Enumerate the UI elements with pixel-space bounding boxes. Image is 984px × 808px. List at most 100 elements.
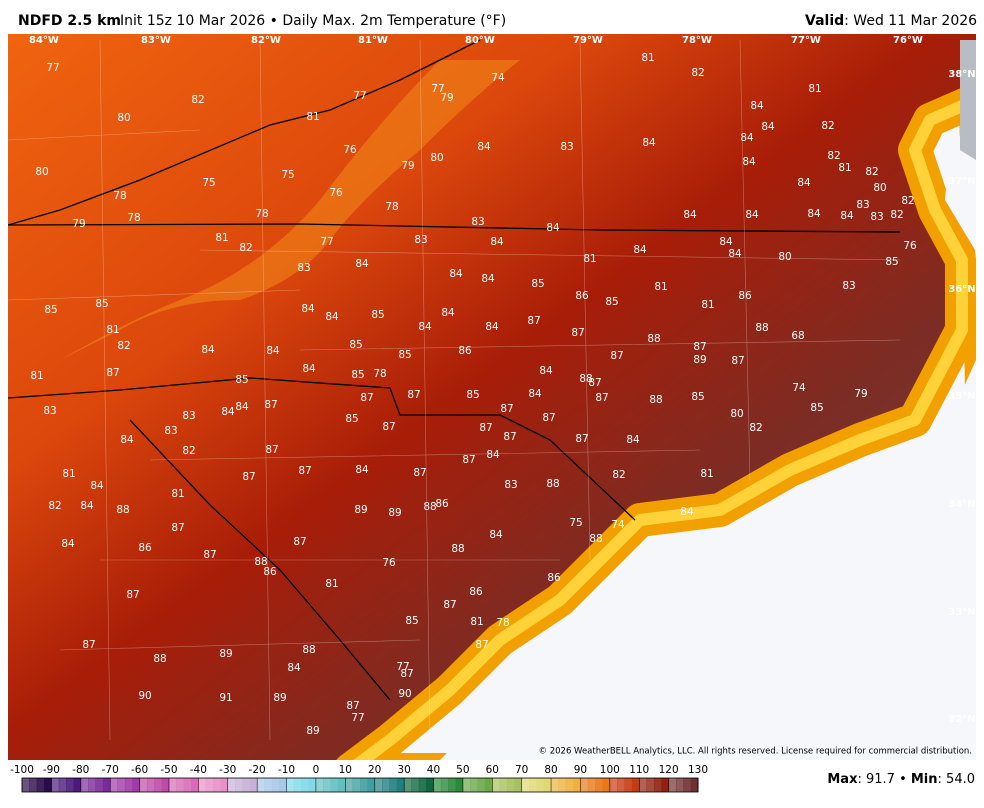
station-value: 81 bbox=[808, 83, 821, 95]
colorbar-swatch bbox=[227, 778, 236, 792]
station-value: 78 bbox=[127, 212, 140, 224]
colorbar-swatch bbox=[124, 778, 133, 792]
min-value: : 54.0 bbox=[938, 772, 975, 787]
station-value: 81 bbox=[215, 232, 228, 244]
station-value: 85 bbox=[345, 413, 358, 425]
colorbar-swatch bbox=[176, 778, 185, 792]
station-value: 78 bbox=[255, 208, 268, 220]
station-value: 87 bbox=[475, 639, 488, 651]
station-value: 85 bbox=[95, 298, 108, 310]
colorbar-swatch bbox=[110, 778, 119, 792]
station-value: 84 bbox=[486, 449, 500, 461]
station-value: 84 bbox=[840, 210, 854, 222]
station-value: 85 bbox=[810, 402, 823, 414]
colorbar-swatch bbox=[374, 778, 383, 792]
station-value: 84 bbox=[221, 406, 235, 418]
longitude-label: 83°W bbox=[141, 35, 171, 46]
colorbar-swatch bbox=[301, 778, 310, 792]
station-value: 85 bbox=[466, 389, 479, 401]
latitude-label: 33°N bbox=[948, 607, 975, 618]
colorbar-swatch bbox=[543, 778, 552, 792]
colorbar-swatch bbox=[132, 778, 141, 792]
colorbar-swatch bbox=[139, 778, 148, 792]
station-value: 82 bbox=[48, 500, 61, 512]
colorbar-swatch bbox=[66, 778, 74, 792]
station-value: 81 bbox=[171, 488, 184, 500]
colorbar-swatch bbox=[448, 778, 457, 792]
station-value: 86 bbox=[138, 542, 152, 554]
station-value: 84 bbox=[539, 365, 553, 377]
station-value: 80 bbox=[35, 166, 48, 178]
station-value: 85 bbox=[398, 349, 411, 361]
colorbar-tick-label: 60 bbox=[486, 764, 499, 776]
station-value: 83 bbox=[471, 216, 484, 228]
station-value: 87 bbox=[731, 355, 744, 367]
station-value: 89 bbox=[273, 692, 286, 704]
station-value: 87 bbox=[571, 327, 584, 339]
station-value: 87 bbox=[500, 403, 513, 415]
colorbar-tick-label: -80 bbox=[72, 764, 89, 776]
station-value: 88 bbox=[579, 373, 592, 385]
station-value: 78 bbox=[113, 190, 126, 202]
station-value: 83 bbox=[856, 199, 869, 211]
colorbar-swatch bbox=[330, 778, 339, 792]
station-value: 88 bbox=[153, 653, 166, 665]
colorbar-swatch bbox=[323, 778, 332, 792]
station-value: 80 bbox=[730, 408, 743, 420]
colorbar-swatch bbox=[198, 778, 207, 792]
colorbar-tick-label: 110 bbox=[629, 764, 649, 776]
colorbar-tick-label: 70 bbox=[515, 764, 528, 776]
station-value: 86 bbox=[435, 498, 449, 510]
colorbar-tick-label: 30 bbox=[397, 764, 410, 776]
colorbar-swatch bbox=[242, 778, 251, 792]
station-value: 78 bbox=[373, 368, 386, 380]
station-value: 90 bbox=[138, 690, 151, 702]
copyright: © 2026 WeatherBELL Analytics, LLC. All r… bbox=[539, 747, 972, 757]
station-value: 74 bbox=[491, 72, 505, 84]
station-value: 76 bbox=[382, 557, 396, 569]
station-value: 85 bbox=[885, 256, 898, 268]
station-value: 81 bbox=[654, 281, 667, 293]
colorbar-tick-label: -40 bbox=[190, 764, 207, 776]
station-value: 84 bbox=[490, 236, 504, 248]
station-value: 83 bbox=[842, 280, 855, 292]
station-value: 85 bbox=[351, 369, 364, 381]
colorbar-swatch bbox=[315, 778, 324, 792]
station-value: 87 bbox=[443, 599, 456, 611]
station-value: 87 bbox=[575, 433, 588, 445]
station-value: 84 bbox=[449, 268, 463, 280]
colorbar-swatch bbox=[470, 778, 479, 792]
colorbar-swatch bbox=[558, 778, 567, 792]
station-value: 77 bbox=[353, 90, 366, 102]
station-value: 84 bbox=[235, 401, 249, 413]
latitude-label: 35°N bbox=[948, 391, 975, 402]
station-value: 84 bbox=[807, 208, 821, 220]
station-value: 77 bbox=[46, 62, 59, 74]
station-value: 86 bbox=[547, 572, 561, 584]
station-value: 84 bbox=[301, 303, 315, 315]
longitude-label: 81°W bbox=[358, 35, 388, 46]
station-value: 87 bbox=[462, 454, 475, 466]
station-value: 84 bbox=[90, 480, 104, 492]
latitude-label: 36°N bbox=[948, 284, 975, 295]
station-value: 89 bbox=[693, 354, 706, 366]
latitude-label: 38°N bbox=[948, 69, 975, 80]
model-name: NDFD 2.5 km bbox=[18, 13, 121, 29]
station-value: 89 bbox=[354, 504, 367, 516]
colorbar-swatch bbox=[205, 778, 214, 792]
station-value: 84 bbox=[481, 273, 495, 285]
station-value: 84 bbox=[485, 321, 499, 333]
station-value: 84 bbox=[441, 307, 455, 319]
station-value: 85 bbox=[349, 339, 362, 351]
station-value: 87 bbox=[293, 536, 306, 548]
colorbar-swatch bbox=[617, 778, 626, 792]
colorbar-tick-label: 40 bbox=[427, 764, 440, 776]
colorbar-swatch bbox=[51, 778, 60, 792]
colorbar-swatch bbox=[58, 778, 67, 792]
colorbar-swatch bbox=[462, 778, 471, 792]
station-value: 81 bbox=[30, 370, 43, 382]
station-value: 84 bbox=[740, 132, 754, 144]
colorbar-swatch bbox=[271, 778, 280, 792]
station-value: 89 bbox=[219, 648, 232, 660]
colorbar-tick-label: 50 bbox=[456, 764, 469, 776]
